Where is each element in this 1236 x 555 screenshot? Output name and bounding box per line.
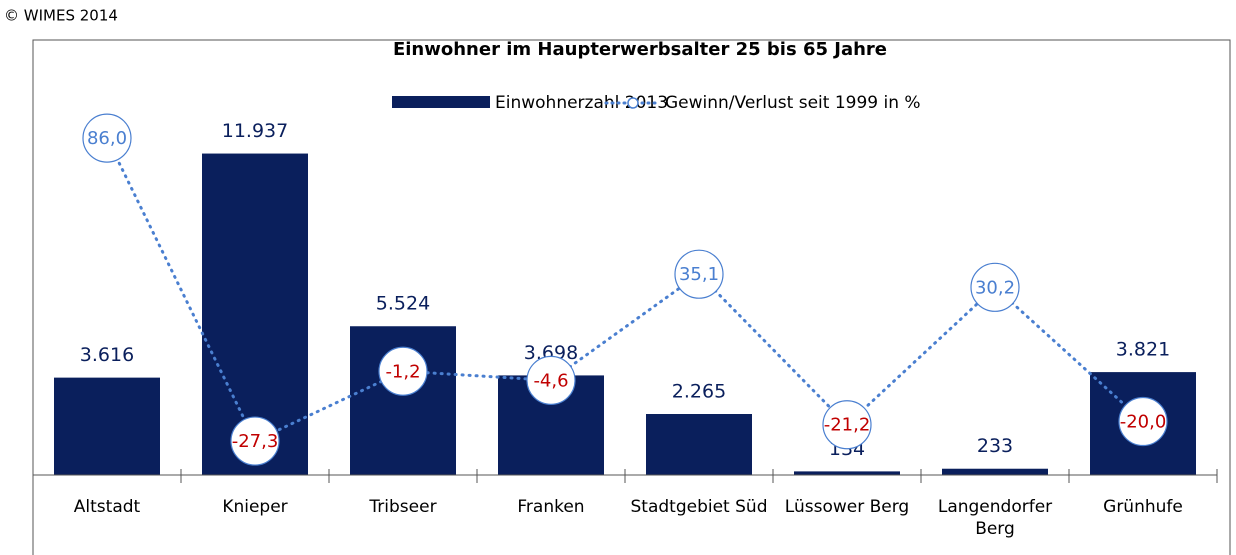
x-tick-label: Altstadt — [73, 497, 141, 517]
line-value-label: -27,3 — [232, 431, 279, 452]
line-marker — [82, 113, 132, 163]
x-tick-label: Langendorfer Berg — [937, 497, 1053, 539]
frame — [32, 39, 1231, 555]
bar-value-label: 3.821 — [1116, 339, 1170, 361]
line-marker — [230, 416, 280, 466]
copyright: © WIMES 2014 — [4, 7, 118, 25]
line-marker — [526, 355, 576, 405]
line-value-label: -1,2 — [385, 361, 420, 382]
legend-bar-swatch — [392, 96, 490, 108]
bar-value-label: 11.937 — [222, 120, 288, 142]
line-marker — [378, 346, 428, 396]
bar — [54, 377, 160, 475]
line-marker — [1118, 396, 1168, 447]
x-tick-label: Tribseer — [369, 497, 437, 517]
x-tick-label: Knieper — [222, 497, 288, 517]
line-marker — [822, 400, 872, 450]
line-value-label: 30,2 — [975, 277, 1015, 298]
line-value-label: -4,6 — [533, 370, 568, 391]
legend-label: Einwohnerzahl 2013 — [495, 93, 668, 113]
bar — [942, 468, 1048, 475]
x-tick-label: Grünhufe — [1103, 497, 1183, 517]
legend-marker — [627, 97, 639, 109]
bar-value-label: 2.265 — [672, 381, 726, 403]
line-value-label: 35,1 — [679, 264, 719, 285]
line-value-label: 86,0 — [87, 128, 127, 149]
bar-value-label: 3.616 — [80, 344, 134, 366]
bar-value-label: 5.524 — [376, 293, 430, 315]
x-tick-label: Franken — [517, 497, 585, 517]
line-marker — [674, 249, 724, 299]
bar-value-label: 3.698 — [524, 342, 578, 364]
chart-title: Einwohner im Haupterwerbsalter 25 bis 65… — [393, 39, 887, 60]
x-tick-label: Stadtgebiet Süd — [630, 497, 768, 517]
legend-label: Gewinn/Verlust seit 1999 in % — [665, 93, 921, 113]
line-value-label: -20,0 — [1120, 412, 1167, 433]
x-tick-label: Lüssower Berg — [784, 497, 910, 517]
line-marker — [970, 262, 1020, 312]
line-value-label: -21,2 — [824, 415, 871, 436]
bar — [794, 471, 900, 475]
bar — [646, 414, 752, 475]
line — [105, 136, 1145, 444]
bar-value-label: 233 — [977, 435, 1013, 457]
